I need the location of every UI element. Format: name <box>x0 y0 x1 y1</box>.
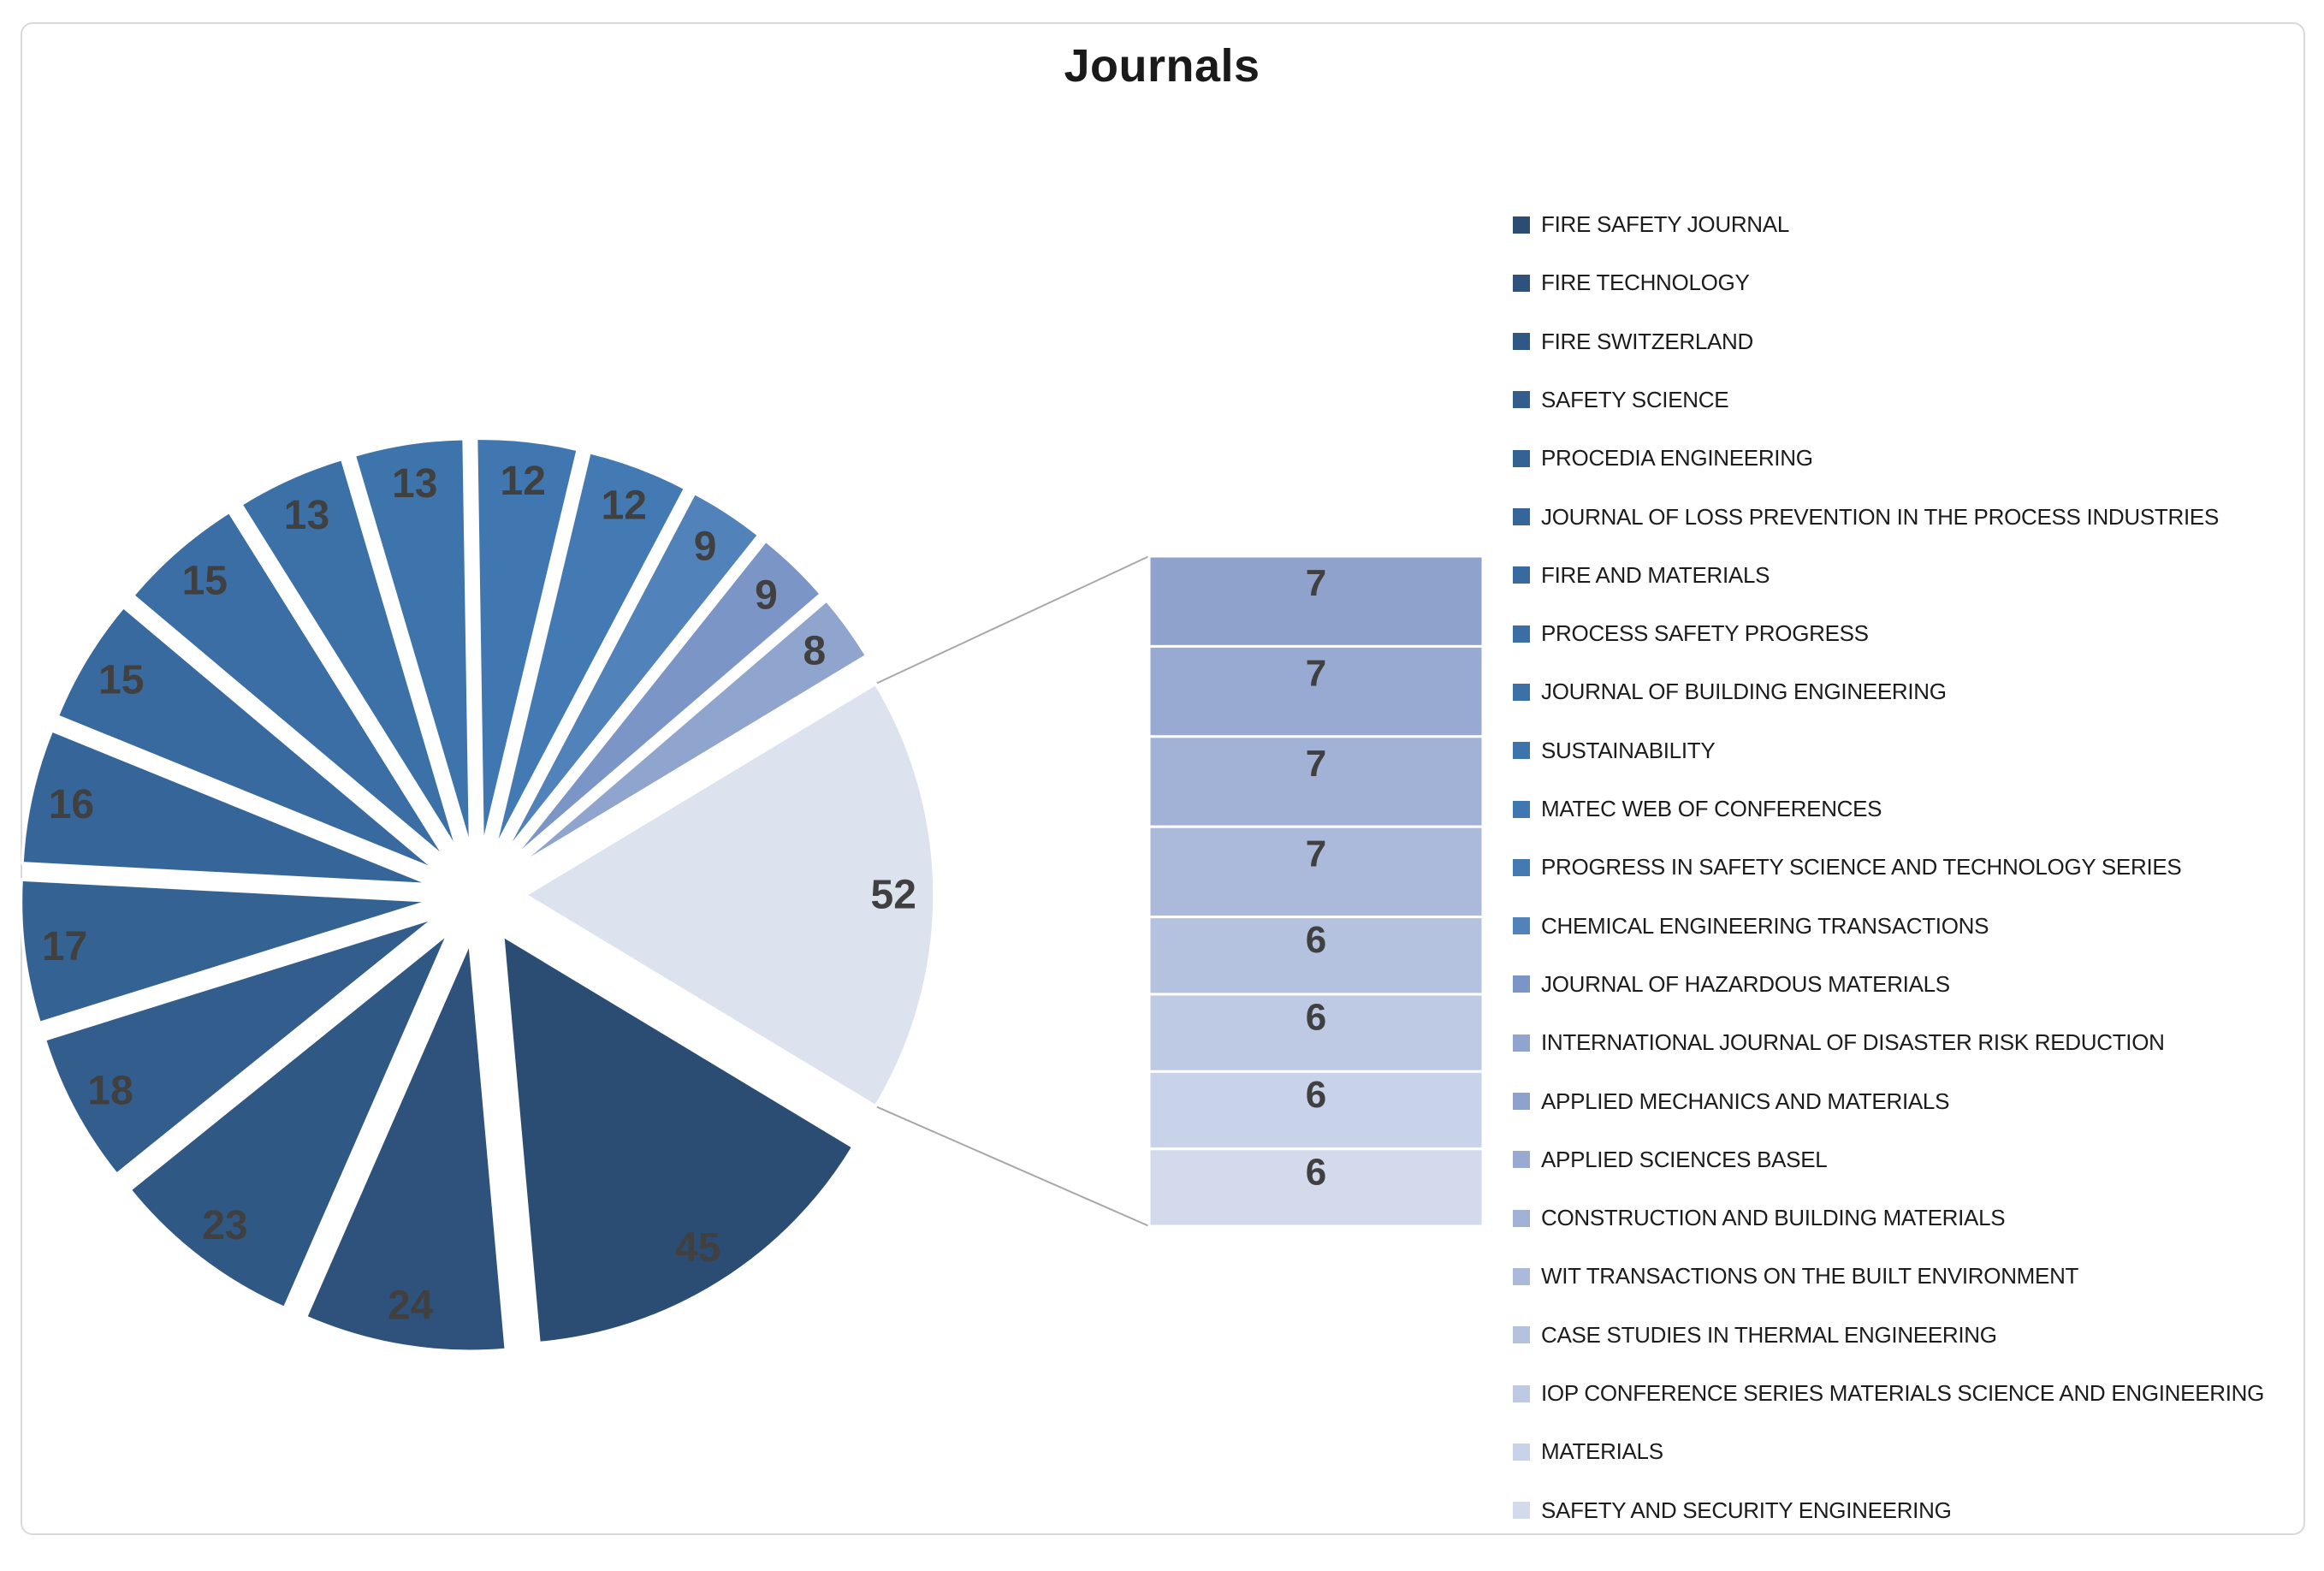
pie-slice <box>514 598 869 868</box>
slice-value-label: 9 <box>755 573 778 619</box>
bar-segment <box>1147 1070 1485 1151</box>
slice-value-label: 13 <box>284 493 329 538</box>
leader-line <box>874 555 1150 685</box>
slice-value-label: 12 <box>602 483 647 529</box>
slice-value-label: 18 <box>87 1069 133 1114</box>
slice-value-label: 15 <box>98 657 144 703</box>
bar-segment <box>1147 735 1485 828</box>
pie-slice <box>43 916 437 1177</box>
pie-slice <box>21 729 433 886</box>
slice-value-label: 8 <box>803 629 827 674</box>
pie-slice <box>128 931 450 1310</box>
bar-value-label: 7 <box>1306 653 1326 695</box>
bar-value-label: 6 <box>1306 919 1326 961</box>
pie-slice <box>131 510 448 861</box>
slice-value-label: 23 <box>202 1203 247 1248</box>
slice-value-label: 9 <box>694 525 717 570</box>
pie-slice <box>56 605 438 872</box>
bar-segment <box>1147 825 1485 919</box>
bar-value-label: 6 <box>1306 1151 1326 1193</box>
pie-slice <box>353 436 472 850</box>
slice-value-label: 12 <box>501 459 546 504</box>
slice-value-label: 17 <box>42 924 87 969</box>
pie-slice <box>501 491 761 857</box>
slice-value-label: 16 <box>49 782 94 827</box>
slice-value-label: 52 <box>871 873 916 918</box>
pie-slice <box>509 539 823 863</box>
bar-segment <box>1147 554 1485 648</box>
bar-value-label: 6 <box>1306 1074 1326 1116</box>
pie-slice <box>304 940 508 1353</box>
bar-value-label: 6 <box>1306 997 1326 1039</box>
bar-value-label: 7 <box>1306 562 1326 604</box>
bar-value-label: 7 <box>1306 743 1326 785</box>
pie-slice <box>501 934 855 1345</box>
chart-title: Journals <box>1064 40 1260 92</box>
pie-slice <box>492 450 687 852</box>
pie-slice-other <box>524 682 936 1108</box>
slice-value-label: 24 <box>388 1283 434 1328</box>
pie-slice <box>240 457 459 853</box>
slice-value-label: 45 <box>675 1225 720 1271</box>
bar-segment <box>1147 1147 1485 1228</box>
pie-slice <box>474 436 580 850</box>
leader-line <box>874 1105 1150 1227</box>
bar-value-label: 7 <box>1306 833 1326 874</box>
pie-slice <box>19 878 432 1025</box>
slice-value-label: 15 <box>182 558 228 603</box>
slice-value-label: 13 <box>392 461 437 507</box>
